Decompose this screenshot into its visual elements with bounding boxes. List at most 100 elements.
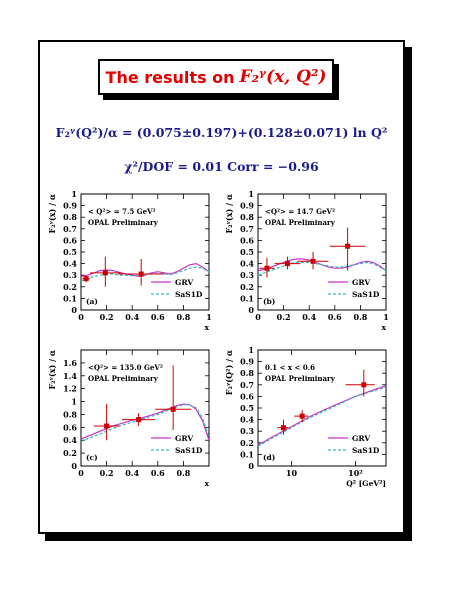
y-axis-label: F₂ᵞ(Q²) / α: [225, 350, 234, 395]
y-tick-label: 0.8: [240, 212, 254, 222]
x-tick-label: 0.2: [277, 312, 291, 322]
x-tick-label: 0.6: [328, 312, 342, 322]
legend-grv-label: GRV: [352, 278, 370, 287]
y-tick-label: 0.4: [63, 259, 77, 269]
y-tick-label: 0: [248, 305, 254, 315]
legend-grv-label: GRV: [352, 434, 370, 443]
panel-b-chart: 00.10.20.30.40.50.60.70.80.910 0.2 0.4 0.6 0…: [225, 189, 389, 332]
fit-quality: χ²/DOF = 0.01 Corr = −0.96: [124, 159, 319, 174]
x-axis-label: x: [382, 323, 387, 332]
x-tick-label: 10²: [348, 468, 363, 478]
y-tick-label: 0.6: [240, 235, 254, 245]
q2-annotation: 0.1 < x < 0.6: [265, 363, 315, 372]
slide-frame: The results on F₂ᵞ(x, Q²) F₂ᵞ(Q²)/α = (0…: [38, 40, 405, 534]
x-tick-label: 10: [286, 468, 298, 478]
x-tick-label: 0: [78, 468, 84, 478]
panel-label: (c): [86, 453, 98, 462]
x-tick-label: 0.6: [151, 468, 165, 478]
y-tick-label: 0.8: [63, 409, 77, 419]
panel-label: (d): [263, 453, 275, 462]
y-tick-label: 0.4: [240, 259, 254, 269]
y-tick-label: 0.3: [240, 270, 254, 280]
sas1d-curve: [257, 386, 387, 447]
y-tick-label: 0.9: [240, 201, 254, 211]
sas1d-curve: [257, 261, 387, 276]
legend-sas1d-label: SaS1D: [175, 446, 203, 455]
y-tick-label: 1: [71, 189, 77, 199]
y-tick-label: 1.2: [63, 384, 77, 394]
x-tick-label: 1: [383, 312, 389, 322]
y-tick-label: 0.3: [240, 426, 254, 436]
slide-title-math: F₂ᵞ(x, Q²): [239, 67, 327, 87]
panel-label: (b): [263, 297, 275, 306]
y-axis-label: F₂ᵞ(x) / α: [48, 194, 57, 234]
x-tick-label: 0.4: [302, 312, 316, 322]
y-tick-label: 0.5: [63, 247, 77, 257]
y-tick-label: 0.9: [63, 201, 77, 211]
y-tick-label: 1.6: [63, 358, 77, 368]
x-tick-label: 0.6: [151, 312, 165, 322]
q2-annotation: <Q²> = 135.0 GeV²: [88, 363, 163, 372]
legend-grv-label: GRV: [175, 278, 193, 287]
data-point: [345, 243, 351, 249]
opal-preliminary-label: OPAL Preliminary: [88, 218, 159, 227]
y-tick-label: 0.6: [240, 391, 254, 401]
y-tick-label: 0.7: [240, 224, 254, 234]
y-tick-label: 0.4: [240, 415, 254, 425]
y-tick-label: 1.4: [63, 371, 77, 381]
x-tick-label: 0.4: [125, 312, 139, 322]
opal-preliminary-label: OPAL Preliminary: [265, 374, 336, 383]
x-axis-label: x: [205, 479, 210, 488]
grv-curve: [80, 403, 210, 441]
x-tick-label: 0.8: [176, 312, 190, 322]
data-point: [361, 382, 367, 388]
y-tick-label: 0: [248, 461, 254, 471]
y-tick-label: 0.6: [63, 235, 77, 245]
y-tick-label: 0.2: [63, 282, 77, 292]
sas1d-curve: [80, 266, 210, 282]
data-point: [170, 406, 176, 412]
y-tick-label: 0.2: [63, 448, 77, 458]
y-tick-label: 0.8: [63, 212, 77, 222]
legend-sas1d-label: SaS1D: [352, 446, 380, 455]
x-tick-label: 0.4: [125, 468, 139, 478]
data-point: [284, 261, 290, 267]
data-point: [83, 276, 89, 282]
panel-a-chart: 00.10.20.30.40.50.60.70.80.910 0.2 0.4 0.6 0…: [48, 189, 212, 332]
y-tick-label: 0.8: [240, 368, 254, 378]
x-tick-label: 0.8: [176, 468, 190, 478]
legend-grv-label: GRV: [175, 434, 193, 443]
data-point: [138, 271, 144, 277]
title-box: The results on F₂ᵞ(x, Q²): [98, 59, 334, 95]
plot-frame: [80, 349, 210, 467]
opal-preliminary-label: OPAL Preliminary: [265, 218, 336, 227]
x-axis-label: Q² [GeV²]: [346, 479, 386, 488]
y-tick-label: 1: [71, 397, 77, 407]
y-tick-label: 0.2: [240, 438, 254, 448]
y-tick-label: 0: [71, 461, 77, 471]
grv-curve: [257, 385, 387, 446]
y-tick-label: 0.9: [240, 357, 254, 367]
y-tick-label: 1: [248, 345, 254, 355]
y-tick-label: 0.1: [240, 293, 254, 303]
y-tick-label: 0.2: [240, 282, 254, 292]
y-tick-label: 0.3: [63, 270, 77, 280]
x-axis-label: x: [205, 323, 210, 332]
opal-preliminary-label: OPAL Preliminary: [88, 374, 159, 383]
legend-sas1d-label: SaS1D: [352, 290, 380, 299]
y-tick-label: 0.4: [63, 435, 77, 445]
x-tick-label: 0.2: [100, 468, 114, 478]
panel-c-chart: 00.20.40.60.811.21.41.60 0.2 0.4 0.6 0.8xF₂ᵞ…: [48, 349, 210, 488]
y-tick-label: 0.5: [240, 247, 254, 257]
x-tick-label: 0.2: [100, 312, 114, 322]
data-point: [310, 258, 316, 264]
y-axis-label: F₂ᵞ(x) / α: [48, 350, 57, 390]
y-tick-label: 0.1: [63, 293, 77, 303]
fit-formula: F₂ᵞ(Q²)/α = (0.075±0.197)+(0.128±0.071) …: [55, 125, 388, 140]
data-point: [280, 425, 286, 431]
y-tick-label: 0.6: [63, 422, 77, 432]
data-point: [264, 265, 270, 271]
legend-sas1d-label: SaS1D: [175, 290, 203, 299]
sas1d-curve: [80, 404, 210, 443]
